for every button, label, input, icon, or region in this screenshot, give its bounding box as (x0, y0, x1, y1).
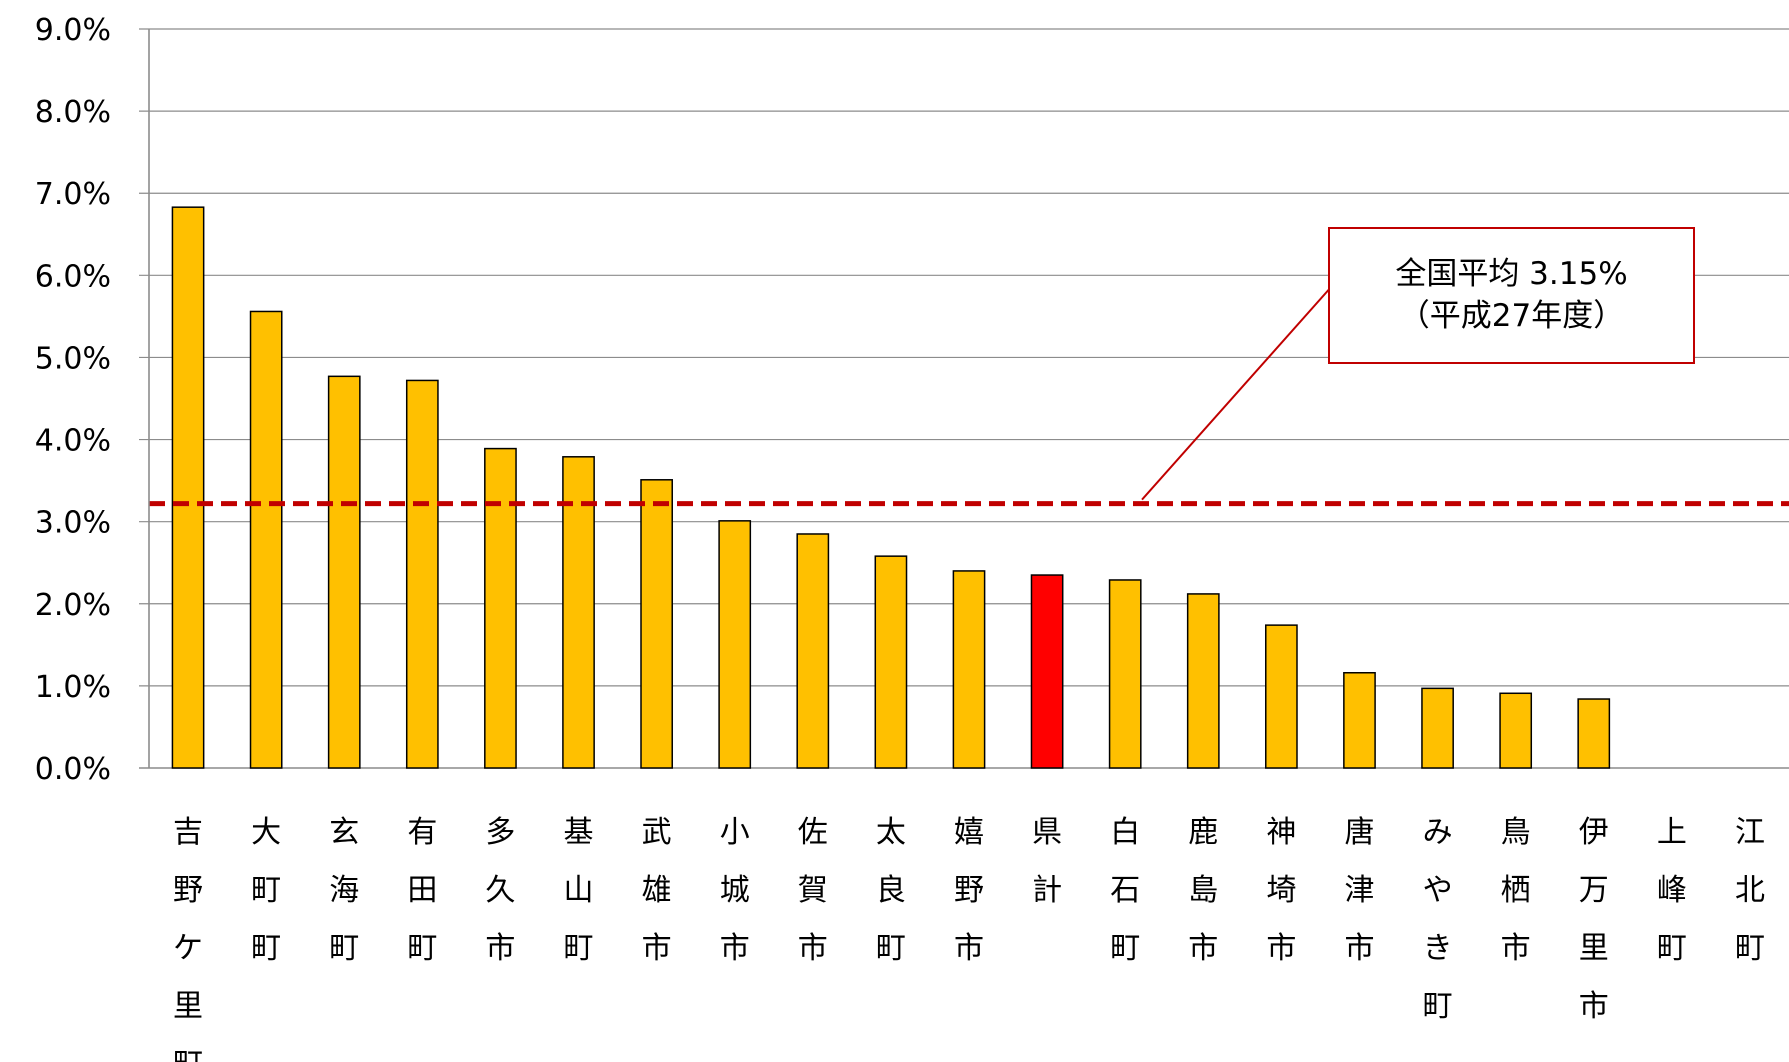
national-average-callout: 全国平均 3.15% （平成27年度） (1328, 227, 1695, 364)
callout-leader-line (1141, 285, 1333, 501)
bar-7 (640, 479, 673, 769)
bar-17 (1421, 687, 1454, 769)
x-category-label: 神埼市 (1266, 815, 1296, 966)
x-category-label: みやき町 (1423, 815, 1453, 1024)
bar-16 (1343, 672, 1376, 769)
x-category-label: 玄海町 (329, 815, 359, 966)
bar-13 (1108, 579, 1142, 769)
x-axis-categories: 吉野ケ里町 大町町 玄海町 有田町 多久市 基山町 武雄市 小城市 佐賀市 太良町 嬉野市 県計 白石町… (173, 815, 1765, 1062)
x-category-label: 有田町 (407, 815, 437, 966)
x-category-label: 基山町 (564, 815, 594, 966)
y-tick-label: 5.0% (35, 341, 111, 376)
y-tick-label: 0.0% (35, 752, 111, 787)
bar-9 (796, 533, 830, 769)
bar-5 (484, 447, 517, 769)
y-tick-label: 8.0% (35, 95, 111, 130)
y-tick-label: 3.0% (35, 506, 111, 541)
bars (171, 206, 1611, 769)
x-category-label: 小城市 (720, 815, 750, 966)
bar-8 (718, 520, 752, 769)
x-category-label: 佐賀市 (798, 815, 828, 966)
x-category-label: 鳥栖市 (1501, 815, 1531, 966)
x-category-label: 鹿島市 (1188, 815, 1218, 966)
bar-2 (249, 310, 283, 769)
bar-19 (1577, 698, 1611, 769)
bar-14 (1186, 593, 1220, 769)
y-axis-ticks: 0.0% 1.0% 2.0% 3.0% 4.0% 5.0% 6.0% 7.0% 8.0% 9.0% (35, 13, 111, 787)
bar-4 (405, 379, 439, 769)
y-tick-label: 9.0% (35, 13, 111, 48)
x-category-label: 白石町 (1110, 815, 1140, 966)
x-category-label: 上峰町 (1657, 815, 1687, 966)
x-category-label: 県計 (1032, 815, 1062, 908)
y-tick-label: 6.0% (35, 259, 111, 294)
bar-3 (327, 375, 361, 769)
bar-12 (1030, 574, 1064, 769)
x-category-label: 嬉野市 (954, 815, 984, 966)
x-category-label: 伊万里市 (1579, 815, 1609, 1024)
bar-1 (171, 206, 205, 769)
x-category-label: 吉野ケ里町 (173, 815, 203, 1062)
y-tick-label: 7.0% (35, 177, 111, 212)
callout-line-2: （平成27年度） (1398, 297, 1625, 334)
bar-10 (874, 555, 908, 769)
bar-11 (952, 570, 986, 769)
y-tick-label: 1.0% (35, 670, 111, 705)
bar-15 (1265, 624, 1298, 769)
bar-6 (562, 456, 595, 769)
y-tick-label: 4.0% (35, 424, 111, 459)
bar-18 (1499, 692, 1533, 769)
callout-line-1: 全国平均 3.15% (1395, 255, 1628, 292)
x-category-label: 大町町 (251, 815, 281, 966)
x-category-label: 太良町 (876, 815, 906, 966)
x-category-label: 武雄市 (642, 815, 672, 966)
x-category-label: 多久市 (485, 815, 515, 966)
x-category-label: 江北町 (1735, 815, 1765, 966)
x-category-label: 唐津市 (1344, 815, 1374, 966)
y-tick-label: 2.0% (35, 588, 111, 623)
